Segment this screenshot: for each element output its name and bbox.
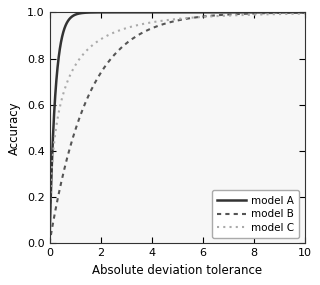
- model B: [60, 175, 64, 178]
- model C: [172, 18, 175, 21]
- model C: [48, 242, 52, 245]
- model B: [165, 21, 169, 25]
- model C: [249, 13, 252, 17]
- model B: [48, 242, 52, 245]
- model A: [295, 11, 299, 14]
- model A: [295, 11, 299, 14]
- Line: model C: model C: [50, 14, 305, 243]
- Line: model B: model B: [50, 13, 305, 243]
- model B: [295, 11, 299, 15]
- model C: [165, 19, 169, 22]
- model A: [303, 11, 307, 14]
- model C: [303, 12, 307, 15]
- model A: [172, 11, 175, 14]
- model A: [258, 11, 262, 14]
- model B: [249, 12, 252, 15]
- model A: [60, 33, 64, 37]
- Legend: model A, model B, model C: model A, model B, model C: [212, 190, 300, 238]
- model C: [295, 12, 299, 15]
- X-axis label: Absolute deviation tolerance: Absolute deviation tolerance: [92, 264, 262, 277]
- model A: [249, 11, 252, 14]
- Y-axis label: Accuracy: Accuracy: [8, 101, 21, 154]
- model A: [48, 242, 52, 245]
- model B: [172, 20, 175, 23]
- model C: [295, 12, 299, 15]
- model B: [295, 11, 299, 15]
- Line: model A: model A: [50, 12, 305, 243]
- model B: [303, 11, 307, 14]
- model A: [165, 11, 169, 14]
- model C: [60, 95, 64, 98]
